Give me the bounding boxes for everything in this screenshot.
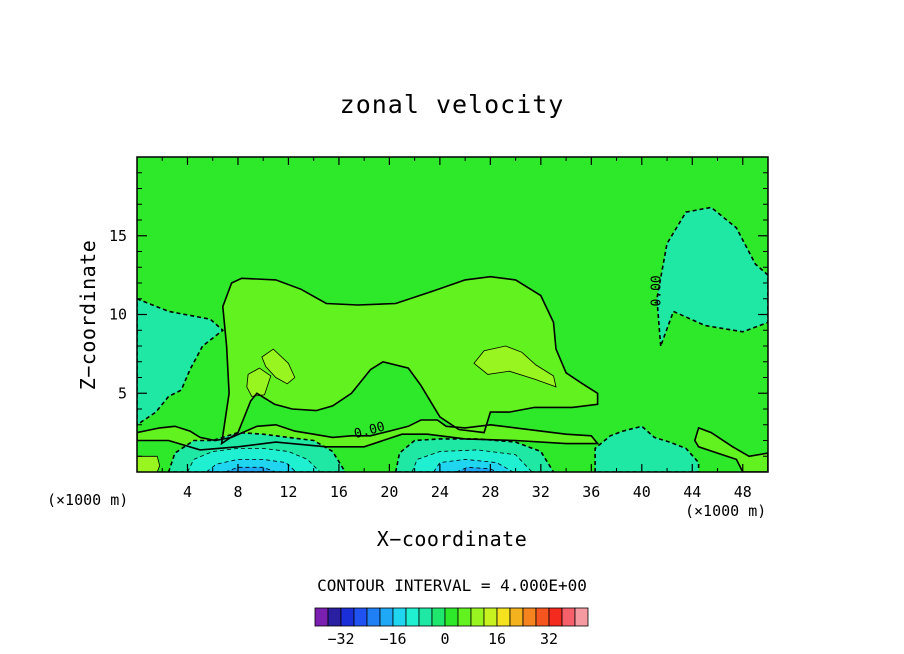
contour-label: 0.00 xyxy=(650,275,665,306)
chart-title: zonal velocity xyxy=(340,90,565,119)
colorbar xyxy=(314,607,589,627)
x-axis-label: X−coordinate xyxy=(377,527,528,551)
x-tick-label: 32 xyxy=(532,483,550,501)
contour-region-blob3 xyxy=(474,346,556,387)
x-tick-label: 16 xyxy=(330,483,348,501)
colorbar-tick-label: 0 xyxy=(440,630,449,648)
contour-region-upper-right-negative xyxy=(656,207,768,346)
contour-region-bottom-left-yellow xyxy=(137,456,160,472)
x-tick-label: 12 xyxy=(279,483,297,501)
colorbar-swatch xyxy=(405,607,420,627)
contour-interval: CONTOUR INTERVAL = 4.000E+00 xyxy=(317,576,587,595)
colorbar-swatch xyxy=(574,607,589,627)
y-axis: 5 10 15 xyxy=(109,172,768,457)
colorbar-swatch xyxy=(561,607,576,627)
x-tick-label: 40 xyxy=(633,483,651,501)
x-tick-label: 44 xyxy=(683,483,701,501)
contour-region-blob2 xyxy=(246,368,271,397)
colorbar-tick-label: 16 xyxy=(488,630,506,648)
colorbar-swatch xyxy=(353,607,368,627)
colorbar-tick-label: −16 xyxy=(379,630,406,648)
contour-region-blob1 xyxy=(261,349,295,384)
contour-line-blob2 xyxy=(246,367,272,397)
colorbar-ticks: −32 −16 0 16 32 xyxy=(327,630,558,648)
contour-line-left-ribbon-positive xyxy=(137,419,600,451)
colorbar-swatch xyxy=(366,607,381,627)
x-axis: 4 8 12 16 20 24 28 32 36 40 44 48 xyxy=(161,157,752,501)
contour-line-right-neg-patch xyxy=(594,425,700,472)
contour-line-bottom-neg-5 xyxy=(394,438,555,472)
x-tick-label: 8 xyxy=(233,483,242,501)
colorbar-swatch xyxy=(431,607,446,627)
x-tick-label: 4 xyxy=(183,483,192,501)
colorbar-swatch xyxy=(340,607,355,627)
colorbar-swatch xyxy=(327,607,342,627)
colorbar-swatch xyxy=(522,607,537,627)
colorbar-swatch xyxy=(496,607,511,627)
colorbar-swatch xyxy=(379,607,394,627)
x-tick-label: 36 xyxy=(582,483,600,501)
colorbar-swatch xyxy=(457,607,472,627)
colorbar-swatch xyxy=(509,607,524,627)
x-tick-label: 28 xyxy=(481,483,499,501)
colorbar-swatch xyxy=(483,607,498,627)
contour-region-bottom-neg-8 xyxy=(456,467,497,472)
contour-region-mid-positive xyxy=(221,276,598,444)
x-unit-right: (×1000 m) xyxy=(685,502,766,520)
contour-region-right-neg-patch xyxy=(595,426,699,472)
colorbar-swatch xyxy=(418,607,433,627)
colorbar-swatch xyxy=(548,607,563,627)
y-tick-label: 15 xyxy=(109,227,127,245)
x-tick-label: 48 xyxy=(734,483,752,501)
x-tick-label: 20 xyxy=(380,483,398,501)
y-axis-label: Z−coordinate xyxy=(76,240,100,391)
colorbar-swatch xyxy=(392,607,407,627)
x-unit-left: (×1000 m) xyxy=(47,491,128,509)
contour-region-left-negative xyxy=(137,298,223,425)
y-tick-label: 5 xyxy=(118,384,127,402)
colorbar-swatch xyxy=(470,607,485,627)
colorbar-swatch xyxy=(535,607,550,627)
colorbar-swatch xyxy=(314,607,329,627)
contour-region-bottom-neg-3 xyxy=(206,459,296,472)
contour-line-blob3 xyxy=(473,345,557,388)
plot-area xyxy=(137,157,768,472)
contour-line-bottom-neg-4 xyxy=(225,466,276,472)
contour-line-bottom-neg-7 xyxy=(433,458,514,472)
colorbar-tick-label: 32 xyxy=(540,630,558,648)
contour-line-bottom-left-yellow xyxy=(137,455,161,472)
contour-line-blob1 xyxy=(261,348,296,385)
contour-line-upper-right-negative xyxy=(656,206,768,347)
colorbar-swatch xyxy=(444,607,459,627)
contour-line-right-bottom-positive xyxy=(693,426,768,472)
contour-line-bottom-neg-2 xyxy=(187,447,321,472)
contour-region-right-bottom-positive xyxy=(694,427,768,472)
x-tick-label: 24 xyxy=(431,483,449,501)
contour-line-mid-positive xyxy=(220,275,599,446)
y-tick-label: 10 xyxy=(109,306,127,324)
contour-line-bottom-neg-1 xyxy=(167,431,347,472)
colorbar-tick-label: −32 xyxy=(327,630,354,648)
